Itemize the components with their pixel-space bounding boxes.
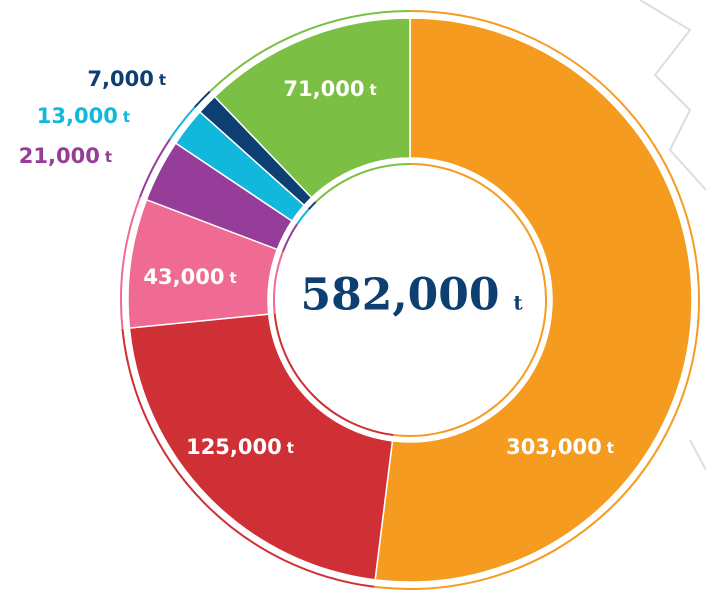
- segment-inner-rim: [273, 251, 284, 314]
- value-label: 303,000 t: [506, 435, 614, 459]
- value-label-unit: t: [607, 439, 614, 457]
- segment-rim: [374, 10, 700, 590]
- segment-rim: [121, 328, 375, 588]
- segment-inner-rim: [307, 201, 317, 210]
- donut-segment: [128, 313, 394, 581]
- segment-inner-rim: [393, 163, 547, 437]
- donut-segment: [374, 17, 693, 583]
- center-total: 582,000: [300, 270, 499, 321]
- segment-rim: [138, 138, 171, 198]
- segment-rim: [169, 106, 196, 140]
- value-label-number: 21,000: [19, 144, 100, 168]
- value-label-unit: t: [159, 71, 166, 89]
- value-label-number: 303,000: [506, 435, 602, 459]
- value-label: 71,000 t: [283, 77, 376, 101]
- value-label: 21,000 t: [19, 144, 112, 168]
- value-label: 43,000 t: [143, 265, 236, 289]
- segment-inner-rim: [273, 313, 394, 436]
- background-map: [639, 0, 706, 471]
- center-unit: t: [513, 291, 523, 315]
- donut-segment: [213, 17, 411, 199]
- value-label-number: 71,000: [283, 77, 364, 101]
- segment-inner-rim: [296, 208, 310, 225]
- value-label: 13,000 t: [37, 104, 130, 128]
- value-label-unit: t: [123, 108, 130, 126]
- value-label-number: 13,000: [37, 104, 118, 128]
- value-label-number: 43,000: [143, 265, 224, 289]
- value-label: 125,000 t: [186, 435, 294, 459]
- segment-inner-rim: [315, 163, 411, 203]
- donut: [120, 10, 700, 590]
- segment-rim: [120, 196, 141, 329]
- value-label: 7,000 t: [87, 67, 166, 91]
- value-label-number: 7,000: [87, 67, 153, 91]
- segment-inner-rim: [281, 223, 298, 252]
- value-label-number: 125,000: [186, 435, 282, 459]
- value-label-unit: t: [105, 148, 112, 166]
- segment-rim: [193, 90, 211, 108]
- segment-rim: [209, 10, 411, 93]
- value-label-unit: t: [229, 269, 236, 287]
- value-label-unit: t: [287, 439, 294, 457]
- value-label-unit: t: [369, 81, 376, 99]
- donut-hole: [274, 164, 546, 436]
